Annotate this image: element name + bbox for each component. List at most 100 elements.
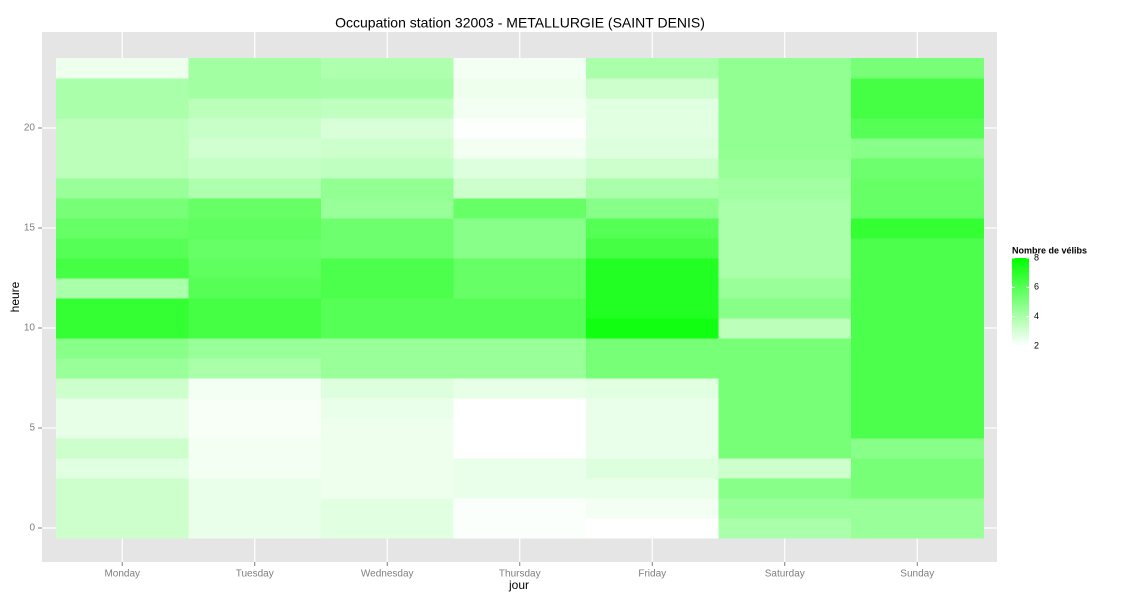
heat-cell	[453, 138, 587, 159]
y-tick-label: 20	[24, 123, 36, 134]
heat-cell	[188, 118, 322, 139]
heat-cell	[453, 298, 587, 319]
heat-cell	[586, 318, 719, 339]
heat-cell	[586, 118, 719, 139]
heat-cell	[453, 258, 587, 279]
heat-cell	[321, 118, 454, 139]
heat-cell	[453, 198, 587, 219]
heat-cell	[321, 278, 454, 299]
heat-cell	[453, 478, 587, 499]
heat-cell	[321, 158, 454, 179]
heat-cell	[586, 498, 719, 519]
heat-cell	[718, 258, 852, 279]
x-tick-label: Sunday	[900, 569, 934, 580]
heat-cell	[586, 98, 719, 119]
heat-cell	[188, 258, 322, 279]
heat-cell	[56, 298, 189, 319]
heat-cell	[56, 378, 189, 399]
heat-cell	[56, 58, 189, 79]
heat-cell	[718, 278, 852, 299]
heat-cell	[453, 398, 587, 419]
heat-cell	[188, 358, 322, 379]
heat-cell	[188, 418, 322, 439]
y-tick-label: 15	[24, 223, 36, 234]
heat-cell	[188, 78, 322, 99]
heat-cell	[851, 318, 984, 339]
heat-cell	[188, 218, 322, 239]
heat-cell	[321, 358, 454, 379]
heat-cell	[321, 338, 454, 359]
heat-cell	[321, 78, 454, 99]
heat-cell	[586, 378, 719, 399]
heat-cell	[718, 198, 852, 219]
heat-cell	[718, 98, 852, 119]
heat-cell	[56, 178, 189, 199]
heat-cell	[453, 318, 587, 339]
heat-cell	[851, 198, 984, 219]
heat-cell	[586, 138, 719, 159]
heat-cell	[56, 238, 189, 259]
heat-cell	[321, 138, 454, 159]
heat-cell	[321, 318, 454, 339]
heat-cell	[188, 398, 322, 419]
heat-cell	[586, 178, 719, 199]
heat-cell	[586, 58, 719, 79]
heat-cell	[718, 218, 852, 239]
heat-cell	[321, 98, 454, 119]
heat-cell	[718, 378, 852, 399]
x-tick-label: Friday	[638, 569, 666, 580]
heat-cell	[718, 358, 852, 379]
heat-cell	[56, 138, 189, 159]
heat-cell	[188, 438, 322, 459]
heat-cell	[453, 158, 587, 179]
heat-cell	[56, 258, 189, 279]
heat-cell	[188, 498, 322, 519]
heat-cell	[188, 178, 322, 199]
heat-cell	[851, 218, 984, 239]
heat-cell	[851, 398, 984, 419]
heat-cell	[718, 518, 852, 539]
heat-cell	[188, 318, 322, 339]
heat-cell	[453, 238, 587, 259]
heat-cell	[56, 418, 189, 439]
heat-cell	[586, 238, 719, 259]
heat-cell	[718, 238, 852, 259]
heat-cell	[321, 178, 454, 199]
heat-cell	[56, 98, 189, 119]
heat-cell	[586, 158, 719, 179]
heat-cell	[718, 298, 852, 319]
heat-cell	[851, 118, 984, 139]
heat-cell	[321, 438, 454, 459]
heat-cell	[851, 98, 984, 119]
heat-cell	[851, 478, 984, 499]
heat-cell	[188, 98, 322, 119]
x-axis-label: jour	[508, 578, 529, 592]
heat-cell	[453, 518, 587, 539]
x-tick-label: Thursday	[499, 569, 541, 580]
legend-tick-label: 6	[1034, 282, 1039, 292]
heat-cell	[321, 58, 454, 79]
heat-cell	[851, 438, 984, 459]
heat-cell	[56, 478, 189, 499]
heat-cell	[56, 278, 189, 299]
heat-cell	[321, 198, 454, 219]
heat-cell	[586, 298, 719, 319]
heat-cell	[718, 478, 852, 499]
heat-cell	[188, 458, 322, 479]
heat-cell	[453, 498, 587, 519]
heat-cell	[851, 78, 984, 99]
heat-cell	[851, 358, 984, 379]
heat-cell	[56, 458, 189, 479]
heat-cell	[851, 498, 984, 519]
heat-cell	[56, 78, 189, 99]
heat-cell	[188, 198, 322, 219]
x-tick-label: Tuesday	[236, 569, 274, 580]
heat-cell	[586, 418, 719, 439]
heat-cell	[453, 98, 587, 119]
heat-cell	[453, 378, 587, 399]
heat-cell	[586, 78, 719, 99]
heat-cell	[586, 518, 719, 539]
heat-cell	[586, 438, 719, 459]
heat-cell	[718, 418, 852, 439]
legend-title: Nombre de vélibs	[1012, 245, 1087, 255]
